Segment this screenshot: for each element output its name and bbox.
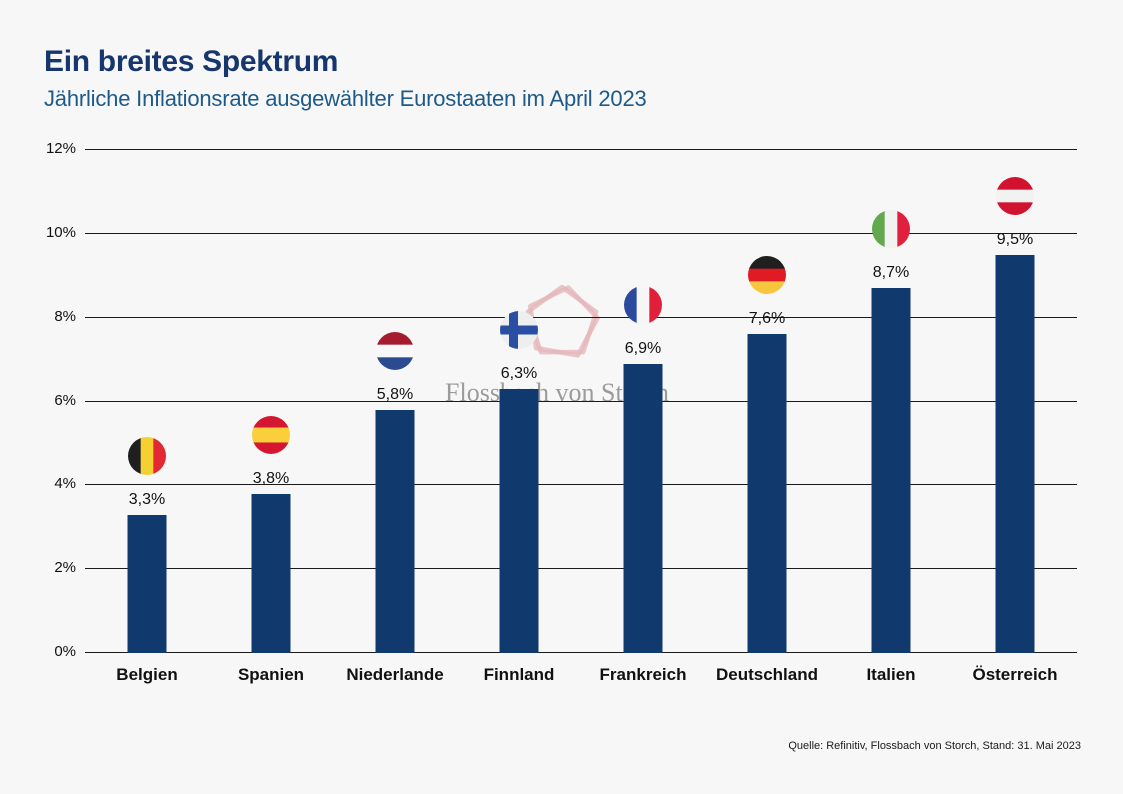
y-tick-label: 8%: [54, 307, 76, 325]
bar-niederlande: [375, 409, 415, 653]
column-niederlande: 5,8% Niederlande: [333, 150, 457, 684]
bar-osterreich: [995, 254, 1035, 653]
flag-frankreich: [624, 285, 662, 324]
value-label-finnland: 6,3%: [500, 364, 538, 382]
column-spanien: 3,8% Spanien: [209, 150, 333, 684]
x-label-osterreich: Österreich: [972, 665, 1058, 684]
value-label-osterreich: 9,5%: [996, 230, 1034, 248]
flag-deutschland-icon: [748, 256, 786, 295]
column-belgien: 3,3% Belgien: [85, 150, 209, 684]
y-tick-label: 4%: [54, 475, 76, 493]
x-label-finnland: Finnland: [483, 665, 555, 684]
bar-frankreich: [623, 363, 663, 653]
bar-finnland: [499, 388, 539, 653]
flag-italien-icon: [872, 210, 910, 249]
bar-italien: [871, 288, 911, 653]
value-label-spanien: 3,8%: [252, 469, 290, 487]
gridline-10: 10%: [46, 224, 1077, 241]
x-label-italien: Italien: [866, 665, 916, 684]
gridline-2: 2%: [54, 559, 1077, 576]
plot-area: 0% 2% 4% 6% 8% 10% 12% 3,3% Belgien 3,8% Spanien 5…: [46, 140, 1077, 684]
bar-columns: 3,3% Belgien 3,8% Spanien 5,8% Niederlande 6,3…: [85, 150, 1077, 684]
flag-belgien: [128, 436, 166, 475]
value-label-deutschland: 7,6%: [748, 310, 786, 328]
flag-spanien-icon: [252, 415, 290, 454]
flag-spanien: [252, 415, 290, 454]
flag-finnland-icon: [500, 310, 538, 349]
flag-niederlande-icon: [376, 331, 414, 370]
chart-header: Ein breites Spektrum Jährliche Inflation…: [44, 46, 647, 112]
bar-deutschland: [747, 334, 787, 653]
x-label-niederlande: Niederlande: [346, 665, 444, 684]
column-deutschland: 7,6% Deutschland: [705, 150, 829, 684]
gridline-4: 4%: [54, 475, 1077, 492]
value-label-frankreich: 6,9%: [624, 339, 662, 357]
y-tick-label: 0%: [54, 643, 76, 660]
value-label-belgien: 3,3%: [128, 490, 166, 508]
column-frankreich: 6,9% Frankreich: [581, 150, 705, 684]
flag-deutschland: [748, 256, 786, 295]
column-finnland: 6,3% Finnland: [457, 150, 581, 684]
gridline-12: 12%: [46, 140, 1077, 157]
x-label-spanien: Spanien: [237, 665, 305, 684]
gridline-0: 0%: [54, 643, 1077, 660]
gridline-6: 6%: [54, 392, 1077, 409]
flag-belgien-icon: [128, 436, 166, 475]
value-label-italien: 8,7%: [872, 264, 910, 282]
y-tick-label: 10%: [45, 223, 76, 241]
flag-osterreich: [996, 176, 1034, 215]
flag-finnland: [500, 310, 538, 349]
gridline-8: 8%: [54, 308, 1077, 325]
bar-spanien: [251, 493, 291, 653]
flossbach-pentagon-logo-icon: [525, 284, 600, 358]
page-subtitle: Jährliche Inflationsrate ausgewählter Eu…: [44, 85, 647, 111]
column-osterreich: 9,5% Österreich: [953, 150, 1077, 684]
flag-frankreich-icon: [624, 285, 662, 324]
x-label-frankreich: Frankreich: [599, 665, 687, 684]
page-title: Ein breites Spektrum: [44, 45, 339, 78]
x-label-deutschland: Deutschland: [715, 665, 819, 684]
y-tick-label: 12%: [45, 140, 76, 157]
flag-italien: [872, 210, 910, 249]
source-note: Quelle: Refinitiv, Flossbach von Storch,…: [788, 740, 1081, 752]
x-label-belgien: Belgien: [116, 665, 178, 684]
y-tick-label: 2%: [54, 559, 76, 577]
bar-belgien: [127, 514, 167, 653]
flag-osterreich-icon: [996, 176, 1034, 215]
flag-niederlande: [376, 331, 414, 370]
column-italien: 8,7% Italien: [829, 150, 953, 684]
y-tick-label: 6%: [54, 391, 76, 409]
value-label-niederlande: 5,8%: [376, 385, 414, 403]
